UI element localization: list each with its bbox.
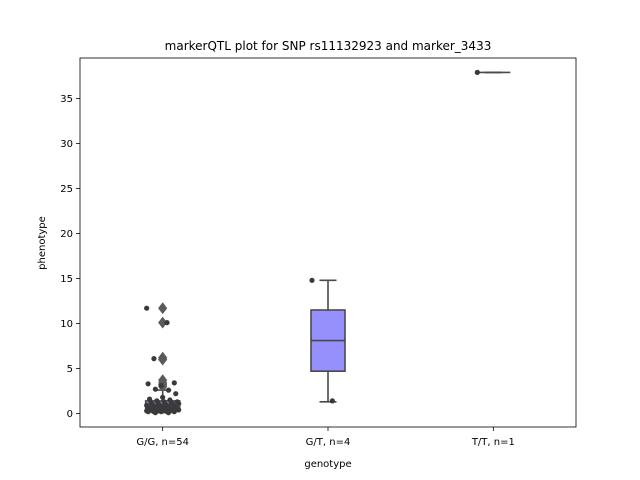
plot-area — [144, 69, 511, 416]
y-tick-label: 10 — [60, 319, 73, 330]
data-point — [144, 305, 150, 311]
data-point — [152, 386, 158, 392]
y-axis-label: phenotype — [37, 216, 48, 270]
data-point — [160, 394, 166, 400]
x-tick-label: G/T, n=4 — [306, 437, 351, 448]
y-tick-label: 20 — [60, 229, 73, 240]
data-point — [165, 410, 172, 416]
y-tick-label: 15 — [60, 274, 73, 285]
data-point — [145, 381, 151, 387]
box-group — [310, 279, 346, 403]
data-point — [158, 383, 164, 389]
x-axis: G/G, n=54 G/T, n=4 T/T, n=1 — [136, 427, 515, 448]
strip-points — [474, 69, 480, 75]
y-tick-label: 30 — [60, 139, 73, 150]
x-axis-label: genotype — [304, 459, 351, 470]
data-point — [158, 409, 164, 415]
data-point — [164, 320, 170, 326]
data-point — [176, 401, 182, 407]
x-tick-label: T/T, n=1 — [471, 437, 515, 448]
data-point — [145, 409, 151, 415]
y-tick-label: 5 — [67, 364, 73, 375]
chart-title: markerQTL plot for SNP rs11132923 and ma… — [165, 39, 492, 53]
outlier-diamond — [158, 353, 168, 366]
data-point — [176, 407, 182, 413]
y-tick-label: 35 — [60, 94, 73, 105]
data-point — [309, 277, 315, 283]
x-tick-label: G/G, n=54 — [136, 437, 189, 448]
strip-points — [309, 277, 335, 404]
y-axis: 0 5 10 15 20 25 30 35 — [60, 94, 80, 420]
data-point — [474, 69, 480, 75]
y-tick-label: 25 — [60, 184, 73, 195]
outlier-diamond — [158, 302, 168, 315]
y-tick-label: 0 — [67, 409, 73, 420]
data-point — [171, 380, 177, 386]
data-point — [173, 391, 179, 397]
data-point — [171, 409, 177, 415]
data-point — [165, 387, 172, 393]
data-point — [152, 410, 158, 416]
strip-points — [144, 305, 182, 416]
data-point — [329, 398, 335, 404]
data-point — [151, 356, 157, 362]
